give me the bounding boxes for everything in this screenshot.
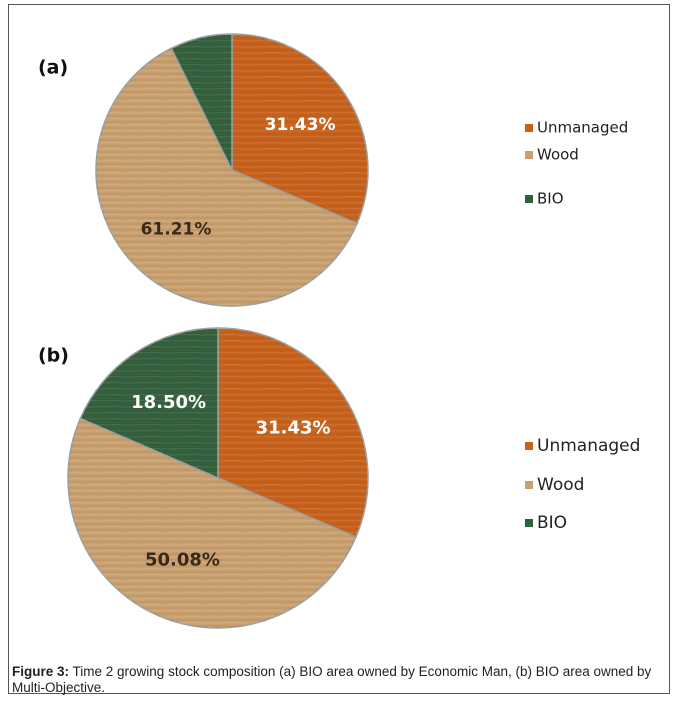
value-label: 31.43% xyxy=(265,115,336,135)
legend-label: Unmanaged xyxy=(537,119,628,137)
legend-swatch xyxy=(525,481,533,489)
legend-label: BIO xyxy=(537,513,567,533)
caption: Figure 3: Time 2 growing stock compositi… xyxy=(12,664,667,696)
chart-title: (b) xyxy=(38,345,69,367)
legend-label: BIO xyxy=(537,190,564,208)
legend-swatch xyxy=(525,442,533,450)
caption-text: Time 2 growing stock composition (a) BIO… xyxy=(12,664,652,695)
caption-label: Figure 3: xyxy=(12,664,70,679)
legend-swatch xyxy=(525,195,533,203)
value-label: 31.43% xyxy=(256,417,331,438)
value-label: 50.08% xyxy=(145,550,220,571)
legend-swatch xyxy=(525,519,533,527)
legend-swatch xyxy=(525,151,533,159)
charts: (a) 31.43% 61.21% Unmanaged Wood BIO (b) 31.43%… xyxy=(38,33,640,629)
figure-border xyxy=(8,4,670,694)
value-label: 61.21% xyxy=(141,219,212,239)
value-label: 18.50% xyxy=(131,392,206,413)
legend-label: Wood xyxy=(537,475,584,495)
legend-swatch xyxy=(525,124,533,132)
legend-label: Unmanaged xyxy=(537,436,640,456)
chart-title: (a) xyxy=(38,57,68,79)
legend-label: Wood xyxy=(537,146,579,164)
